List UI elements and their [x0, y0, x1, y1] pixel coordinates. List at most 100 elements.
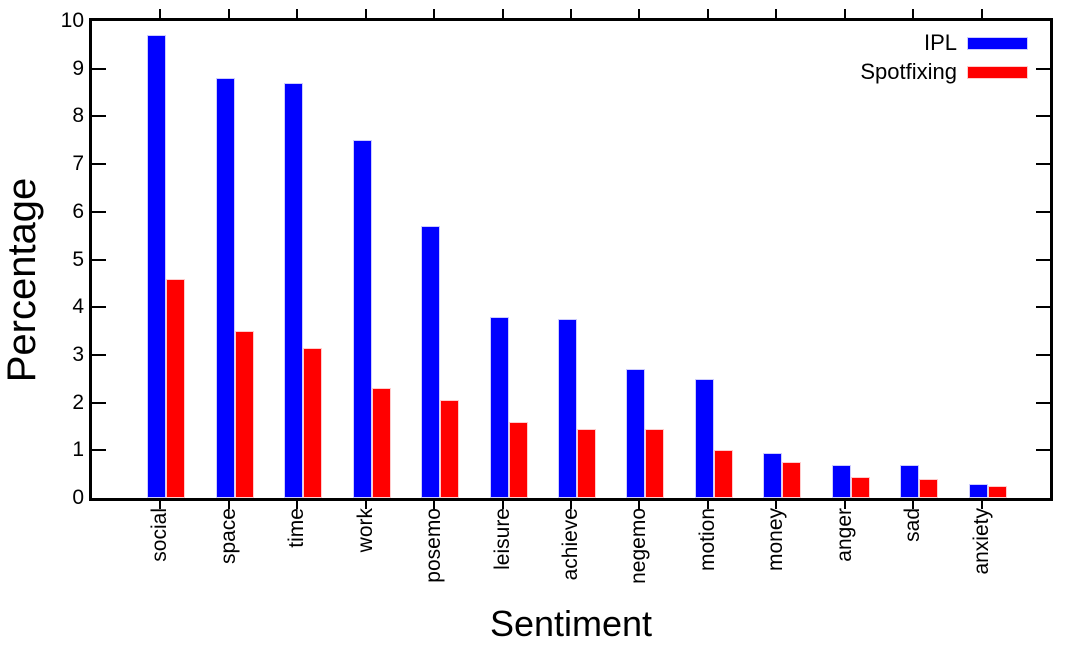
x-tick-mark: [159, 9, 161, 18]
x-tick-label: anxiety: [970, 508, 993, 575]
x-tick-mark: [844, 9, 846, 18]
y-tick-label: 4: [72, 295, 84, 319]
y-tick-mark: [1036, 449, 1050, 452]
x-tick-label: leisure: [491, 508, 514, 570]
bar-ipl-time: [284, 83, 303, 498]
bar-ipl-motion: [695, 379, 714, 498]
bar-ipl-posemo: [421, 226, 440, 498]
plot-area: [89, 18, 1053, 501]
x-tick-mark: [570, 501, 572, 509]
x-tick-mark: [912, 9, 914, 18]
bar-spotfixing-work: [372, 388, 391, 498]
x-tick-mark: [707, 9, 709, 18]
bar-spotfixing-negemo: [645, 429, 664, 498]
x-tick-mark: [912, 501, 914, 509]
y-tick-mark: [1036, 163, 1050, 166]
y-tick-label: 10: [60, 9, 84, 32]
bar-spotfixing-leisure: [509, 422, 528, 498]
bar-spotfixing-social: [166, 279, 185, 498]
legend-label: IPL: [923, 30, 957, 55]
bar-ipl-leisure: [490, 317, 509, 498]
bar-spotfixing-space: [235, 331, 254, 498]
x-tick-mark: [844, 501, 846, 509]
bar-ipl-social: [147, 35, 166, 498]
y-tick-mark: [1036, 258, 1050, 261]
y-tick-mark: [92, 163, 106, 166]
bar-ipl-sad: [900, 465, 919, 498]
x-tick-mark: [365, 501, 367, 509]
x-tick-label: negemo: [627, 508, 650, 584]
y-tick-mark: [92, 258, 106, 261]
x-tick-label: achieve: [559, 508, 582, 581]
legend: IPL Spotfixing: [860, 32, 1028, 90]
legend-swatch-ipl: [967, 36, 1028, 50]
bar-spotfixing-sad: [919, 479, 938, 498]
x-axis-title: Sentiment: [489, 603, 653, 644]
bar-ipl-work: [353, 140, 372, 498]
bar-spotfixing-anger: [851, 477, 870, 498]
x-tick-mark: [638, 501, 640, 509]
x-tick-mark: [981, 501, 983, 509]
bar-ipl-money: [763, 453, 782, 498]
y-tick-label: 0: [72, 486, 84, 509]
y-tick-mark: [92, 449, 106, 452]
x-tick-mark: [570, 9, 572, 18]
x-tick-mark: [365, 9, 367, 18]
x-tick-mark: [228, 501, 230, 509]
y-tick-label: 6: [72, 199, 84, 223]
x-tick-mark: [159, 501, 161, 509]
x-tick-mark: [775, 501, 777, 509]
bar-ipl-achieve: [558, 319, 577, 498]
y-tick-mark: [92, 306, 106, 309]
bar-spotfixing-time: [303, 348, 322, 498]
y-tick-label: 9: [72, 56, 84, 80]
bar-ipl-anger: [832, 465, 851, 498]
x-tick-mark: [502, 9, 504, 18]
y-tick-mark: [92, 67, 106, 70]
y-tick-mark: [1036, 353, 1050, 356]
x-tick-mark: [638, 9, 640, 18]
bar-spotfixing-anxiety: [988, 486, 1007, 498]
bar-ipl-negemo: [626, 369, 645, 498]
x-tick-label: motion: [696, 508, 719, 572]
y-tick-mark: [1036, 210, 1050, 213]
y-tick-mark: [1036, 115, 1050, 118]
y-tick-label: 7: [72, 152, 84, 176]
y-tick-label: 5: [72, 247, 84, 271]
x-tick-mark: [228, 9, 230, 18]
y-tick-label: 1: [72, 438, 84, 462]
y-tick-mark: [92, 353, 106, 356]
y-tick-mark: [92, 401, 106, 404]
x-tick-label: work: [354, 508, 377, 553]
y-axis-title: Percentage: [0, 177, 44, 383]
legend-item-spotfixing: Spotfixing: [860, 61, 1028, 83]
y-tick-label: 8: [72, 104, 84, 128]
y-tick-label: 2: [72, 390, 84, 414]
y-tick-mark: [1036, 401, 1050, 404]
bar-ipl-anxiety: [969, 484, 988, 498]
x-tick-label: time: [285, 508, 308, 548]
x-tick-mark: [433, 9, 435, 18]
x-tick-mark: [775, 9, 777, 18]
x-tick-label: money: [764, 508, 787, 572]
bar-spotfixing-achieve: [577, 429, 596, 498]
bar-spotfixing-money: [782, 462, 801, 498]
y-tick-mark: [92, 115, 106, 118]
x-tick-label: space: [217, 508, 240, 565]
y-tick-mark: [1036, 306, 1050, 309]
x-tick-mark: [433, 501, 435, 509]
bar-spotfixing-motion: [714, 450, 733, 498]
bar-spotfixing-posemo: [440, 400, 459, 498]
x-tick-label: posemo: [422, 508, 445, 583]
legend-label: Spotfixing: [860, 59, 957, 84]
x-tick-label: sad: [901, 508, 924, 542]
y-tick-mark: [92, 210, 106, 213]
x-tick-mark: [981, 9, 983, 18]
x-tick-mark: [502, 501, 504, 509]
x-tick-label: anger: [833, 508, 856, 562]
x-tick-mark: [707, 501, 709, 509]
y-tick-label: 3: [72, 342, 84, 366]
legend-item-ipl: IPL: [860, 32, 1028, 54]
y-tick-mark: [1036, 67, 1050, 70]
